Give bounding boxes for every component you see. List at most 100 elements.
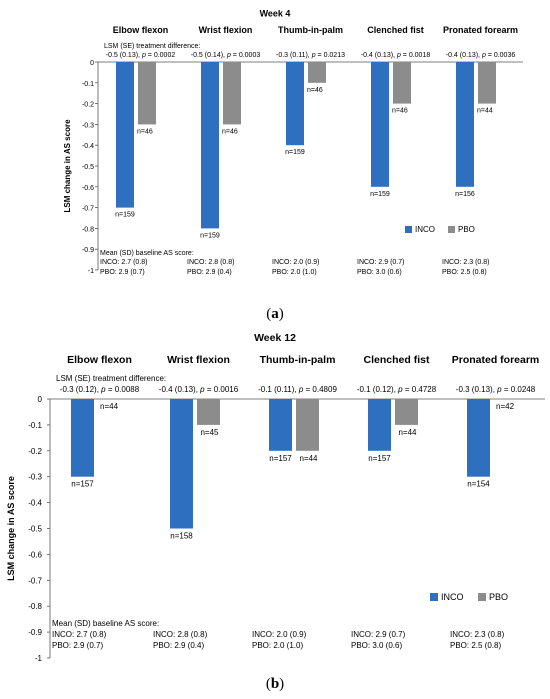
treatment-diff-estimate: -0.1 (0.11),	[258, 385, 299, 394]
baseline-inco: INCO: 2.7 (0.8)	[100, 259, 147, 266]
treatment-diff: -0.4 (0.13), p = 0.0036	[446, 52, 516, 59]
legend-label-pbo: PBO	[489, 592, 508, 602]
p-symbol: p	[396, 52, 401, 59]
p-symbol: p	[298, 385, 304, 394]
p-symbol: p	[311, 52, 316, 59]
n-label-pbo: n=45	[200, 428, 219, 437]
baseline-inco: INCO: 2.9 (0.7)	[351, 630, 406, 639]
panel-label-letter: a	[271, 306, 279, 322]
category-label: Elbow flexon	[67, 354, 132, 366]
n-label-pbo: n=46	[137, 128, 153, 135]
n-label-inco: n=157	[269, 454, 292, 463]
p-value: = 0.0248	[502, 385, 536, 394]
bar-pbo	[197, 399, 220, 425]
y-tick-label: 0	[38, 395, 43, 404]
n-label-inco: n=156	[455, 191, 475, 198]
p-value: = 0.0018	[401, 52, 430, 59]
treatment-diff: -0.4 (0.13), p = 0.0016	[159, 385, 239, 394]
p-value: = 0.4728	[403, 385, 437, 394]
legend-swatch-pbo	[478, 593, 486, 601]
treatment-diff: -0.5 (0.14), p = 0.0003	[191, 52, 261, 59]
bar-inco	[116, 62, 134, 208]
panel-label-open: (	[266, 676, 271, 692]
n-label-pbo: n=44	[100, 402, 119, 411]
n-label-inco: n=159	[200, 232, 220, 239]
y-tick-label: -0.9	[82, 247, 94, 254]
y-tick-label: -0.1	[82, 81, 94, 88]
treatment-diff: -0.3 (0.11), p = 0.0213	[276, 52, 345, 59]
treatment-diff: -0.5 (0.13), p = 0.0002	[106, 52, 176, 59]
treatment-diff-estimate: -0.5 (0.13),	[106, 52, 142, 59]
panel-label-open: (	[266, 306, 271, 322]
y-axis-label: LSM change in AS score	[6, 476, 16, 581]
n-label-pbo: n=44	[398, 428, 417, 437]
bar-pbo	[296, 399, 319, 451]
n-label-inco: n=159	[370, 191, 390, 198]
bar-pbo	[395, 399, 418, 425]
baseline-inco: INCO: 2.3 (0.8)	[442, 259, 489, 266]
y-tick-label: -1	[35, 654, 43, 663]
baseline-inco: INCO: 2.3 (0.8)	[450, 630, 505, 639]
p-symbol: p	[481, 52, 486, 59]
baseline-header: Mean (SD) baseline AS score:	[52, 619, 159, 628]
baseline-inco: INCO: 2.8 (0.8)	[153, 630, 208, 639]
p-value: = 0.0036	[486, 52, 515, 59]
treatment-diff: -0.4 (0.13), p = 0.0018	[361, 52, 431, 59]
treatment-diff-estimate: -0.5 (0.14),	[191, 52, 227, 59]
treatment-diff-estimate: -0.4 (0.13),	[446, 52, 482, 59]
baseline-pbo: PBO: 3.0 (0.6)	[351, 641, 402, 650]
y-axis-label: LSM change in AS score	[63, 119, 72, 213]
chart-week-12: Week 12 LSM change in AS score 0 -0.1 -0.2 -0…	[6, 332, 545, 692]
baseline-pbo: PBO: 2.5 (0.8)	[442, 269, 487, 276]
category-label: Thumb-in-palm	[278, 25, 343, 35]
bar-inco	[71, 399, 94, 477]
treatment-diff-estimate: -0.3 (0.13),	[456, 385, 497, 394]
baseline-header: Mean (SD) baseline AS score:	[100, 250, 194, 257]
legend-swatch-inco	[405, 226, 412, 233]
treatment-diff: -0.3 (0.13), p = 0.0248	[456, 385, 536, 394]
p-value: = 0.0016	[205, 385, 239, 394]
chart-week-4: Week 4 LSM change in AS score 0 -0.1 -0.2 -0.…	[63, 8, 523, 322]
category-label: Pronated forearm	[443, 25, 518, 35]
y-tick-label: -0.4	[28, 499, 42, 508]
baseline-pbo: PBO: 2.9 (0.4)	[187, 269, 232, 276]
y-tick-label: -0.9	[28, 628, 42, 637]
treatment-diff: -0.1 (0.12), p = 0.4728	[357, 385, 437, 394]
chart-title: Week 12	[254, 332, 296, 344]
baseline-pbo: PBO: 2.0 (1.0)	[252, 641, 303, 650]
y-tick-label: 0	[90, 60, 94, 67]
n-label-inco: n=159	[115, 212, 135, 219]
baseline-pbo: PBO: 2.9 (0.4)	[153, 641, 204, 650]
treatment-diff-estimate: -0.1 (0.12),	[357, 385, 398, 394]
bar-inco	[201, 62, 219, 229]
n-label-inco: n=157	[368, 454, 391, 463]
n-label-inco: n=158	[170, 532, 193, 541]
baseline-pbo: PBO: 3.0 (0.6)	[357, 269, 402, 276]
treatment-diff-estimate: -0.4 (0.13),	[159, 385, 200, 394]
bar-pbo	[308, 62, 326, 83]
y-tick-label: -0.7	[28, 576, 42, 585]
baseline-inco: INCO: 2.9 (0.7)	[357, 259, 404, 266]
n-label-pbo: n=42	[496, 402, 515, 411]
y-tick-label: -0.3	[28, 473, 42, 482]
n-label-inco: n=159	[285, 149, 305, 156]
panel-label: (a)	[266, 306, 284, 322]
y-tick-label: -0.6	[28, 550, 42, 559]
n-label-inco: n=154	[467, 480, 490, 489]
p-value: = 0.0003	[231, 52, 260, 59]
baseline-pbo: PBO: 2.0 (1.0)	[272, 269, 317, 276]
p-symbol: p	[496, 385, 502, 394]
p-symbol: p	[141, 52, 146, 59]
chart-title: Week 4	[260, 8, 291, 18]
n-label-pbo: n=46	[307, 87, 323, 94]
baseline-inco: INCO: 2.0 (0.9)	[272, 259, 319, 266]
treatment-diff-estimate: -0.3 (0.11),	[276, 52, 312, 59]
bar-inco	[368, 399, 391, 451]
y-tick-label: -0.2	[28, 447, 42, 456]
y-tick-label: -0.5	[28, 525, 42, 534]
category-label: Thumb-in-palm	[260, 354, 336, 366]
category-label: Clenched fist	[364, 354, 430, 366]
baseline-pbo: PBO: 2.9 (0.7)	[100, 269, 145, 276]
y-tick-label: -0.5	[82, 164, 94, 171]
